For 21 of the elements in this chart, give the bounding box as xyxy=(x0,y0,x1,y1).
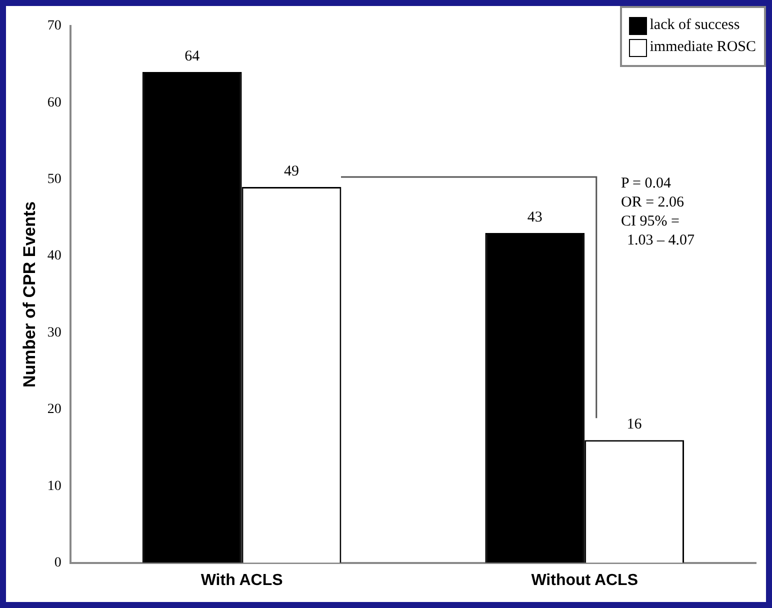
y-tick-label: 40 xyxy=(47,248,62,264)
data-label: 43 xyxy=(527,209,542,226)
annotation: 1.03 – 4.07 xyxy=(627,232,695,248)
data-label: 49 xyxy=(284,163,300,180)
data-label: 64 xyxy=(184,48,200,64)
y-tick-label: 20 xyxy=(47,402,62,418)
legend-label: immediate ROSC xyxy=(650,39,756,56)
y-tick-label: 0 xyxy=(54,555,62,570)
y-tick-label: 10 xyxy=(47,478,62,494)
y-tick-label: 60 xyxy=(47,95,62,110)
annotation: CI 95% = xyxy=(621,213,680,230)
annotation: OR = 2.06 xyxy=(621,194,685,210)
x-tick-label: With ACLS xyxy=(200,572,284,589)
y-tick-label: 70 xyxy=(47,18,62,34)
y-tick-label: 30 xyxy=(47,325,62,340)
y-axis-title: Number of CPR Events xyxy=(20,201,39,388)
y-tick-label: 50 xyxy=(47,172,62,188)
legend-label: lack of success xyxy=(650,17,740,34)
data-label: 16 xyxy=(626,416,642,433)
x-tick-label: Without ACLS xyxy=(531,572,638,589)
annotation: P = 0.04 xyxy=(621,175,672,192)
